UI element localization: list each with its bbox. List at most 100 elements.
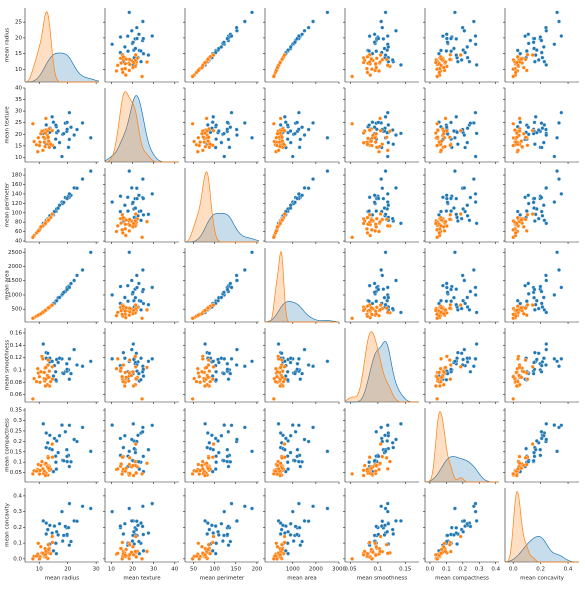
point <box>145 219 149 224</box>
point <box>123 61 128 66</box>
point <box>541 356 546 361</box>
y-tick-label: 40 <box>15 86 22 92</box>
point <box>394 133 398 137</box>
point <box>282 114 287 119</box>
point <box>361 308 366 313</box>
point <box>141 301 146 306</box>
point <box>452 10 457 15</box>
point <box>325 359 330 364</box>
point <box>274 366 278 371</box>
point <box>133 303 138 308</box>
point <box>449 525 454 530</box>
point <box>278 365 283 370</box>
kde-line <box>184 171 259 243</box>
point <box>131 544 135 549</box>
point <box>369 312 374 317</box>
point <box>203 60 207 65</box>
point <box>462 28 467 33</box>
y-tick-label: 0.25 <box>10 428 23 434</box>
point <box>383 523 387 528</box>
point <box>519 466 524 471</box>
x-tick-label: 30 <box>150 567 157 573</box>
point <box>530 364 535 369</box>
point <box>127 313 132 318</box>
x-tick-label: 2000 <box>309 567 323 573</box>
point <box>242 268 247 272</box>
point <box>385 310 390 315</box>
x-axis-label: mean texture <box>123 576 161 582</box>
point <box>61 131 66 136</box>
point <box>133 206 138 211</box>
point <box>433 384 438 388</box>
point <box>444 285 449 290</box>
point <box>146 359 151 364</box>
point <box>449 49 454 54</box>
point <box>297 145 302 150</box>
point <box>282 534 287 539</box>
point <box>118 524 123 529</box>
point <box>43 552 48 557</box>
point <box>275 65 280 70</box>
point <box>379 268 384 272</box>
point <box>538 284 543 289</box>
point <box>50 455 55 460</box>
point <box>463 209 468 214</box>
point <box>133 549 138 554</box>
point <box>216 532 221 537</box>
point <box>225 367 230 372</box>
point <box>306 25 311 30</box>
y-tick-label: 0.08 <box>10 380 23 386</box>
point <box>206 358 211 363</box>
point <box>80 177 85 182</box>
point <box>288 360 293 365</box>
point <box>368 233 373 238</box>
point <box>211 442 216 447</box>
point <box>383 449 388 454</box>
point <box>465 213 470 218</box>
point <box>196 313 201 318</box>
point <box>226 543 231 548</box>
point <box>57 521 62 526</box>
point <box>514 384 519 388</box>
point <box>285 460 290 465</box>
point <box>555 135 560 140</box>
point <box>139 218 143 223</box>
point <box>67 285 72 290</box>
point <box>122 203 127 208</box>
point <box>57 140 62 145</box>
point <box>138 377 143 382</box>
point <box>228 371 233 376</box>
point <box>383 169 388 174</box>
point <box>80 120 85 125</box>
point <box>377 69 381 73</box>
point <box>67 377 72 382</box>
point <box>282 53 287 57</box>
kde-area <box>425 411 499 482</box>
point <box>36 541 41 546</box>
point <box>361 473 366 478</box>
point <box>544 127 548 132</box>
point <box>214 137 219 142</box>
point <box>306 519 311 524</box>
point <box>534 438 539 443</box>
point <box>115 310 120 315</box>
point <box>34 554 39 558</box>
point <box>518 51 523 56</box>
y-tick-label: 0.3 <box>13 509 22 515</box>
point <box>532 350 537 355</box>
point <box>190 316 195 321</box>
point <box>443 307 448 312</box>
y-tick-label: 0.2 <box>13 439 22 445</box>
point <box>443 219 448 224</box>
point <box>214 541 219 546</box>
point <box>511 312 516 317</box>
point <box>67 543 72 548</box>
point <box>514 370 519 375</box>
point <box>204 365 209 370</box>
point <box>135 285 139 290</box>
point <box>67 110 72 115</box>
point <box>203 308 207 313</box>
point <box>283 436 288 441</box>
x-tick-label: 100 <box>209 567 220 573</box>
point <box>380 186 385 191</box>
